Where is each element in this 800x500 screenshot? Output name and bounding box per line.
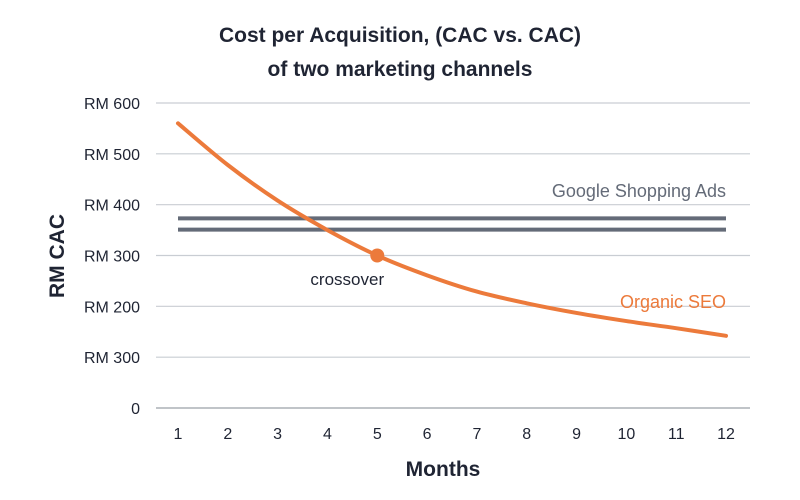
x-tick-label: 1 (174, 426, 183, 443)
y-tick-label: RM 500 (84, 147, 140, 164)
crossover-label: crossover (310, 270, 384, 289)
google-shopping-ads-label: Google Shopping Ads (552, 181, 726, 201)
y-tick-label: RM 400 (84, 198, 140, 215)
x-tick-label: 2 (223, 426, 232, 443)
chart-title: Cost per Acquisition, (CAC vs. CAC) (218, 24, 582, 47)
y-axis-ticks: RM 600 RM 500 RM 400 RM 300 RM 200 RM 300 0 (84, 96, 140, 418)
y-tick-label: RM 200 (84, 299, 140, 316)
x-tick-label: 9 (572, 426, 581, 443)
y-axis-label: RM CAC (46, 214, 69, 298)
x-tick-label: 11 (668, 426, 685, 443)
x-tick-label: 5 (373, 426, 382, 443)
organic-seo-label: Organic SEO (620, 292, 726, 312)
y-tick-label: RM 600 (84, 96, 140, 113)
x-tick-label: 7 (472, 426, 481, 443)
x-tick-label: 6 (423, 426, 432, 443)
series-layer (176, 121, 728, 338)
x-axis-ticks: 1 2 3 4 5 6 7 8 9 10 11 12 (174, 426, 735, 443)
x-tick-label: 10 (617, 426, 635, 443)
crossover-marker (370, 248, 385, 263)
x-tick-label: 4 (323, 426, 332, 443)
x-tick-label: 3 (273, 426, 282, 443)
chart-subtitle: of two marketing channels (267, 58, 533, 81)
x-axis-label: Months (406, 458, 481, 481)
labels-layer: Google Shopping Ads Organic SEO crossover (310, 181, 726, 312)
y-tick-label: 0 (131, 401, 140, 418)
x-tick-label: 8 (522, 426, 531, 443)
grid-lines (156, 102, 750, 409)
x-tick-label: 12 (717, 426, 735, 443)
y-tick-label: RM 300 (84, 249, 140, 266)
organic-seo-line (176, 121, 728, 338)
y-tick-label: RM 300 (84, 350, 140, 367)
